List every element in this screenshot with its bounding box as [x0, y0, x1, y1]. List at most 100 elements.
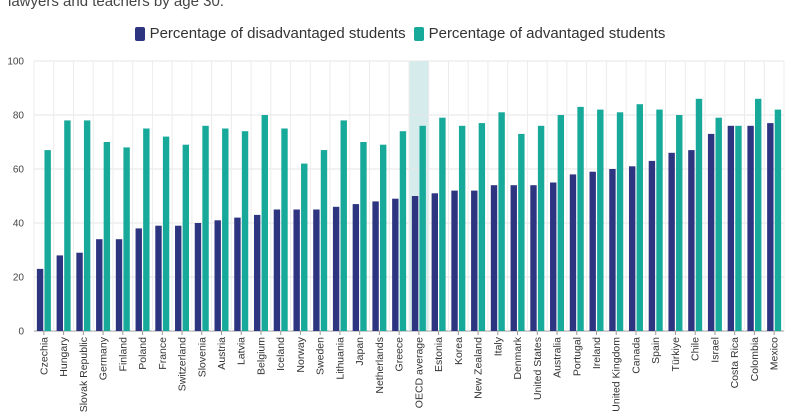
bar-disadvantaged [727, 125, 735, 331]
x-tick-label: Slovak Republic [78, 337, 90, 412]
bar-disadvantaged [135, 228, 142, 331]
x-tick-label: France [157, 337, 169, 370]
bar-advantaged [577, 106, 584, 332]
bar-advantaged [735, 125, 742, 331]
bar-advantaged [774, 109, 782, 331]
legend: Percentage of disadvantaged students Per… [0, 25, 800, 42]
bar-disadvantaged [707, 133, 715, 331]
x-tick-label: Slovenia [196, 337, 208, 377]
bar-advantaged [478, 123, 486, 331]
x-tick-label: United States [532, 337, 544, 400]
bar-disadvantaged [293, 209, 300, 331]
bar-disadvantaged [510, 185, 517, 331]
legend-swatch-advantaged [413, 26, 424, 41]
bar-advantaged [281, 128, 288, 331]
bar-disadvantaged [767, 123, 774, 331]
bar-disadvantaged [628, 166, 636, 331]
bar-disadvantaged [36, 268, 44, 331]
bar-disadvantaged [76, 252, 83, 331]
chart-subtitle: lawyers and teachers by age 30. [8, 0, 224, 10]
x-tick-label: Canada [630, 337, 642, 374]
bar-disadvantaged [352, 204, 360, 331]
bar-advantaged [241, 131, 249, 331]
bar-advantaged [83, 120, 91, 332]
y-tick-label: 100 [7, 57, 24, 68]
bar-disadvantaged [569, 174, 577, 331]
bar-advantaged [103, 142, 111, 331]
x-tick-label: Estonia [433, 337, 445, 372]
x-tick-label: New Zealand [473, 337, 485, 399]
x-tick-label: Ireland [591, 337, 603, 369]
bar-disadvantaged [530, 185, 537, 331]
bar-advantaged [399, 131, 407, 331]
x-tick-label: Türkiye [670, 337, 682, 372]
x-tick-label: Spain [650, 337, 662, 364]
bar-advantaged [222, 128, 229, 331]
y-tick-label: 40 [13, 219, 25, 230]
bar-disadvantaged [550, 182, 557, 331]
bar-advantaged [182, 144, 190, 331]
x-tick-label: Japan [354, 337, 366, 366]
bar-disadvantaged [589, 171, 596, 331]
bar-advantaged [458, 125, 466, 331]
bar-advantaged [537, 125, 545, 331]
bar-disadvantaged [115, 239, 123, 331]
y-tick-label: 60 [13, 165, 25, 176]
bar-advantaged [123, 147, 130, 331]
x-tick-label: Iceland [275, 337, 287, 371]
bar-disadvantaged [194, 223, 202, 331]
x-tick-label: Netherlands [374, 337, 386, 394]
bar-advantaged [44, 150, 51, 331]
x-tick-label: Lithuania [334, 337, 346, 380]
legend-label-advantaged: Percentage of advantaged students [428, 25, 666, 42]
bar-advantaged [616, 112, 624, 331]
x-tick-label: Germany [98, 336, 110, 380]
bar-advantaged [557, 115, 565, 331]
x-tick-label: Belgium [255, 337, 267, 375]
bar-disadvantaged [234, 217, 241, 331]
legend-swatch-disadvantaged [134, 26, 145, 41]
bar-disadvantaged [96, 239, 103, 331]
x-tick-label: Finland [117, 337, 129, 372]
bar-disadvantaged [313, 209, 320, 331]
x-tick-label: Portugal [571, 337, 583, 376]
bar-disadvantaged [411, 196, 419, 331]
bar-advantaged [676, 115, 683, 331]
bar-advantaged [202, 125, 209, 331]
bar-advantaged [518, 133, 525, 331]
bar-advantaged [320, 150, 328, 331]
bar-advantaged [379, 144, 387, 331]
bar-advantaged [715, 117, 722, 331]
bar-disadvantaged [451, 190, 458, 331]
bar-disadvantaged [431, 193, 439, 331]
bar-advantaged [754, 98, 762, 331]
x-tick-label: Costa Rica [729, 337, 741, 389]
bar-advantaged [695, 98, 703, 331]
x-tick-label: Czechia [38, 337, 50, 375]
legend-item-advantaged[interactable]: Percentage of advantaged students [413, 25, 666, 42]
x-tick-label: Hungary [58, 336, 70, 376]
y-tick-label: 80 [13, 111, 25, 122]
x-tick-label: Denmark [512, 336, 524, 379]
x-tick-label: Latvia [236, 337, 248, 365]
bar-disadvantaged [688, 150, 695, 331]
legend-label-disadvantaged: Percentage of disadvantaged students [149, 25, 406, 42]
bar-advantaged [419, 125, 426, 331]
bar-disadvantaged [372, 201, 379, 331]
bar-advantaged [656, 109, 663, 331]
y-tick-label: 20 [13, 273, 25, 284]
x-tick-label: Colombia [749, 337, 761, 382]
bar-advantaged [143, 128, 150, 331]
bar-advantaged [439, 117, 446, 331]
bar-disadvantaged [332, 206, 340, 331]
bar-advantaged [301, 163, 308, 331]
legend-item-disadvantaged[interactable]: Percentage of disadvantaged students [134, 25, 406, 42]
bar-advantaged [360, 142, 367, 331]
bar-disadvantaged [392, 198, 399, 331]
x-tick-label: United Kingdom [611, 337, 623, 412]
x-tick-label: Israel [709, 337, 721, 363]
x-tick-label: Australia [552, 337, 564, 378]
bar-disadvantaged [490, 185, 498, 331]
bar-disadvantaged [273, 209, 281, 331]
